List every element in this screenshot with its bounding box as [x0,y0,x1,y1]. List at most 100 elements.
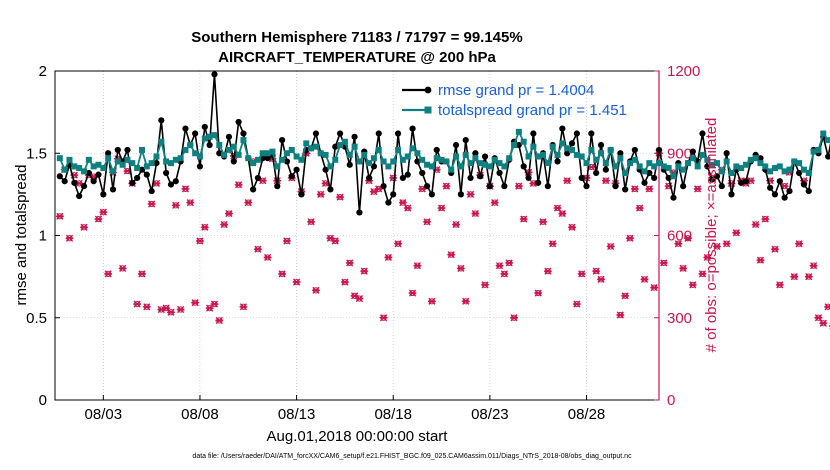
totalspread-point [800,166,807,173]
totalspread-point [815,146,822,153]
rmse-point [796,169,803,177]
obs-possible-marker [573,300,580,308]
totalspread-point [554,151,561,158]
totalspread-point [298,156,305,163]
x-tick-label: 08/08 [181,406,219,423]
data-file-footer: data file: /Users/raeder/DAI/ATM_forcXX/… [192,453,632,460]
totalspread-point [699,151,706,158]
y-left-tick-label: 0.5 [26,310,47,327]
rmse-point [573,130,580,137]
rmse-point [597,141,605,149]
totalspread-point [250,160,257,167]
y-left-tick-label: 0 [39,392,47,409]
rmse-point [622,186,629,193]
rmse-point [515,141,522,149]
obs-possible-marker [167,309,175,316]
totalspread-point [573,151,580,158]
x-tick-label: 08/28 [568,406,606,423]
rmse-point [399,174,407,182]
obs-possible-marker [602,177,609,184]
totalspread-point [332,156,339,163]
totalspread-point [728,169,735,176]
obs-possible-marker [825,303,830,310]
totalspread-point [733,163,740,170]
totalspread-point [602,160,609,167]
rmse-point [172,178,179,185]
obs-possible-marker [607,243,614,250]
totalspread-point [105,155,112,162]
obs-possible-marker [810,262,817,269]
totalspread-point [448,166,455,173]
totalspread-point [356,158,363,165]
totalspread-point [462,151,469,158]
totalspread-point [385,163,392,170]
totalspread-point [317,150,324,157]
totalspread-point [549,143,556,150]
rmse-point [109,186,117,193]
obs-possible-marker [346,259,353,267]
rmse-point [520,163,527,170]
axes: 08/03 08/08 08/13 08/18 08/23 08/28 0 0.5 1 1.5 2 0… [26,63,700,423]
obs-possible-marker [307,218,315,225]
totalspread-point [138,146,145,153]
obs-possible-marker [380,314,387,321]
rmse-point [680,183,687,190]
obs-possible-marker [56,213,63,220]
totalspread-point [506,155,513,162]
x-tick-label: 08/03 [85,406,123,423]
rmse-point [211,71,218,78]
obs-possible-marker [448,251,455,258]
totalspread-point [607,146,614,153]
obs-possible-marker [515,183,522,190]
totalspread-point [805,169,812,176]
totalspread-point [496,160,503,167]
rmse-point [433,146,440,154]
totalspread-point [245,155,252,162]
rmse-point [71,179,78,186]
totalspread-point [428,163,435,170]
obs-possible-marker [187,199,194,206]
rmse-point [225,133,233,140]
y-right-tick-label: 1200 [667,63,700,80]
obs-possible-marker [235,181,242,188]
obs-possible-marker [733,229,740,236]
obs-possible-marker [134,300,141,308]
rmse-point [404,171,411,178]
rmse-point [419,169,426,177]
totalspread-point [598,150,605,157]
totalspread-point [535,153,542,160]
y-left-tick-label: 1 [39,228,47,245]
totalspread-point [443,158,450,165]
totalspread-point [404,153,411,160]
totalspread-point [293,153,300,160]
totalspread-point [211,132,218,139]
totalspread-point [288,146,295,153]
y-right-tick-label: 0 [667,392,675,409]
obs-possible-marker [684,235,692,242]
rmse-point [713,173,721,180]
totalspread-point [810,148,817,155]
obs-possible-marker [506,259,513,267]
rmse-point [134,174,141,182]
rmse-point [264,155,271,162]
totalspread-point [723,158,730,165]
rmse-point [602,166,609,173]
rmse-point [240,130,247,137]
obs-possible-marker [539,218,547,225]
totalspread-point [351,143,358,150]
obs-possible-marker [467,191,474,198]
rmse-point [655,146,663,154]
obs-possible-marker [438,204,445,212]
totalspread-point [269,148,276,155]
obs-possible-marker [216,317,223,324]
rmse-point [477,173,484,180]
rmse-point [390,191,397,198]
obs-possible-marker [704,254,711,261]
chart-title-line-1: Southern Hemisphere 71183 / 71797 = 99.1… [191,29,522,46]
obs-possible-marker [336,194,344,201]
totalspread-point [308,145,315,152]
rmse-point [216,150,223,157]
rmse-point [201,123,208,131]
totalspread-point [230,143,237,150]
rmse-point [129,179,136,186]
